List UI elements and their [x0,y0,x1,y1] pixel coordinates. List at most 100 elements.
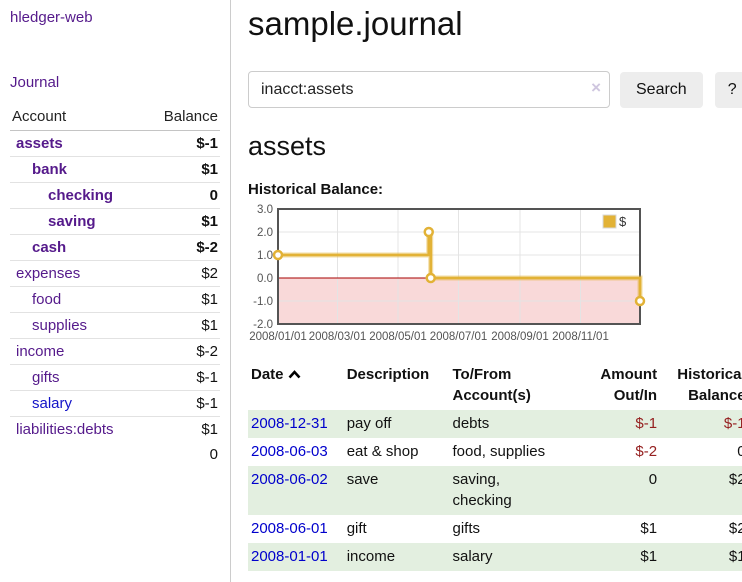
account-balance: $-1 [196,135,218,152]
sidebar-account-link[interactable]: assets [16,135,63,152]
transaction-row: 2008-06-02 save saving, checking 0 $2 [248,465,742,515]
transaction-row: 2008-12-31 pay off debts $-1 $-1 [248,409,742,438]
total-balance: 0 [209,446,218,463]
column-header-date[interactable]: Date [248,363,347,410]
sidebar-account-link[interactable]: gifts [32,369,60,386]
svg-text:$: $ [619,214,627,229]
account-name-cell: bank [10,156,146,183]
account-row: cash $-2 [10,234,220,261]
account-balance: $1 [145,312,220,339]
transaction-date-cell: 2008-06-02 [248,466,347,515]
sidebar-account-link[interactable]: salary [32,395,73,412]
sidebar-item-journal[interactable]: Journal [10,74,60,91]
transaction-accounts-cell: debts [452,414,490,432]
transaction-accounts-cell: gifts [452,519,481,537]
account-column-header: Account [10,105,146,131]
sidebar-account-link[interactable]: saving [48,213,96,230]
account-balance: 0 [145,182,220,209]
sidebar-account-link[interactable]: liabilities:debts [16,421,114,438]
account-row: gifts $-1 [10,364,220,391]
svg-text:2008/01/01: 2008/01/01 [249,331,307,343]
transaction-accounts-cell: salary [452,547,493,565]
account-name-cell: assets [10,131,145,157]
transaction-date-cell: 2008-01-01 [248,543,347,571]
column-header-accounts: To/From Account(s) [452,366,531,404]
account-balance-table: Account Balance assets $-1 bank $1 checking 0… [10,105,220,467]
transaction-accounts-cell: food, supplies [452,442,546,460]
account-name-cell: food [10,286,146,313]
sidebar-account-link[interactable]: checking [48,187,114,204]
svg-text:2008/03/01: 2008/03/01 [309,331,367,343]
transaction-amount-cell: $1 [640,519,658,537]
search-button[interactable]: Search [620,71,703,108]
transaction-accounts-cell: saving, checking [452,470,512,509]
account-name-cell: saving [10,208,146,235]
column-header-description: Description [346,366,430,384]
help-button[interactable]: ? [714,71,742,108]
transaction-amount-cell: $-2 [635,442,658,460]
transaction-date-link[interactable]: 2008-06-03 [251,442,328,460]
account-balance: $1 [145,416,220,442]
transaction-date-cell: 2008-12-31 [248,410,347,438]
transaction-date-link[interactable]: 2008-01-01 [251,547,328,565]
column-header-balance: Historical Balance [677,366,742,404]
sidebar-account-link[interactable]: supplies [32,317,88,334]
transaction-description-cell: income [346,547,396,565]
sidebar: hledger-web Journal Account Balance asse… [0,0,231,582]
search-form: × Search ? [248,71,742,109]
svg-text:1.0: 1.0 [257,250,273,262]
account-name-cell: liabilities:debts [10,416,146,442]
sidebar-account-link[interactable]: bank [32,161,68,178]
transaction-balance-cell: $-1 [723,414,742,432]
account-row: income $-2 [10,338,220,365]
column-header-amount: Amount Out/In [600,366,658,404]
svg-text:-2.0: -2.0 [253,319,273,331]
transaction-description-cell: eat & shop [346,442,419,460]
sidebar-account-link[interactable]: expenses [16,265,81,282]
sidebar-account-link[interactable]: cash [32,239,67,256]
svg-text:2008/09/01: 2008/09/01 [491,331,549,343]
account-balance: $-2 [145,338,220,365]
transaction-description-cell: gift [346,519,367,537]
account-name-cell: salary [10,390,146,417]
historical-balance-chart: $3.0 2.0 1.0 0.0 -1.0 -2.0 2008/01/01 2008/03/0… [248,204,742,350]
account-balance: $-2 [145,234,220,261]
transaction-description-cell: save [346,470,379,488]
transaction-amount-cell: $1 [640,547,658,565]
transaction-date-cell: 2008-06-01 [248,515,347,543]
account-balance: $2 [145,260,220,287]
clear-search-icon[interactable]: × [591,78,601,98]
search-input[interactable] [248,71,610,109]
account-row: bank $1 [10,156,220,183]
svg-text:2008/05/01: 2008/05/01 [369,331,427,343]
account-title: assets [248,131,327,162]
svg-text:0.0: 0.0 [257,273,273,285]
account-row: saving $1 [10,208,220,235]
transaction-date-link[interactable]: 2008-06-02 [251,470,328,488]
svg-text:2.0: 2.0 [257,227,273,239]
svg-text:-1.0: -1.0 [253,296,273,308]
brand-link[interactable]: hledger-web [10,9,93,26]
chart-label: Historical Balance: [248,181,384,199]
account-name-cell: expenses [10,260,146,287]
sidebar-account-link[interactable]: food [32,291,62,308]
transaction-date-link[interactable]: 2008-12-31 [251,414,328,432]
transaction-description-cell: pay off [346,414,392,432]
account-balance: $1 [145,208,220,235]
transaction-row: 2008-01-01 income salary $1 $1 [248,542,742,571]
account-row: supplies $1 [10,312,220,339]
transaction-amount-cell: $-1 [635,414,658,432]
transaction-date-link[interactable]: 2008-06-01 [251,519,328,537]
svg-text:2008/11/01: 2008/11/01 [552,331,609,343]
sort-ascending-icon [288,370,300,379]
account-total-row: 0 [10,442,220,467]
account-balance: $1 [145,156,220,183]
account-name-cell: supplies [10,312,146,339]
account-row: liabilities:debts $1 [10,416,220,442]
sidebar-account-link[interactable]: income [16,343,65,360]
transaction-balance-cell: $1 [728,547,742,565]
main-content: sample.journal × Search ? assets Histori… [231,0,742,582]
date-header-label: Date [251,366,284,384]
total-spacer [10,442,145,467]
